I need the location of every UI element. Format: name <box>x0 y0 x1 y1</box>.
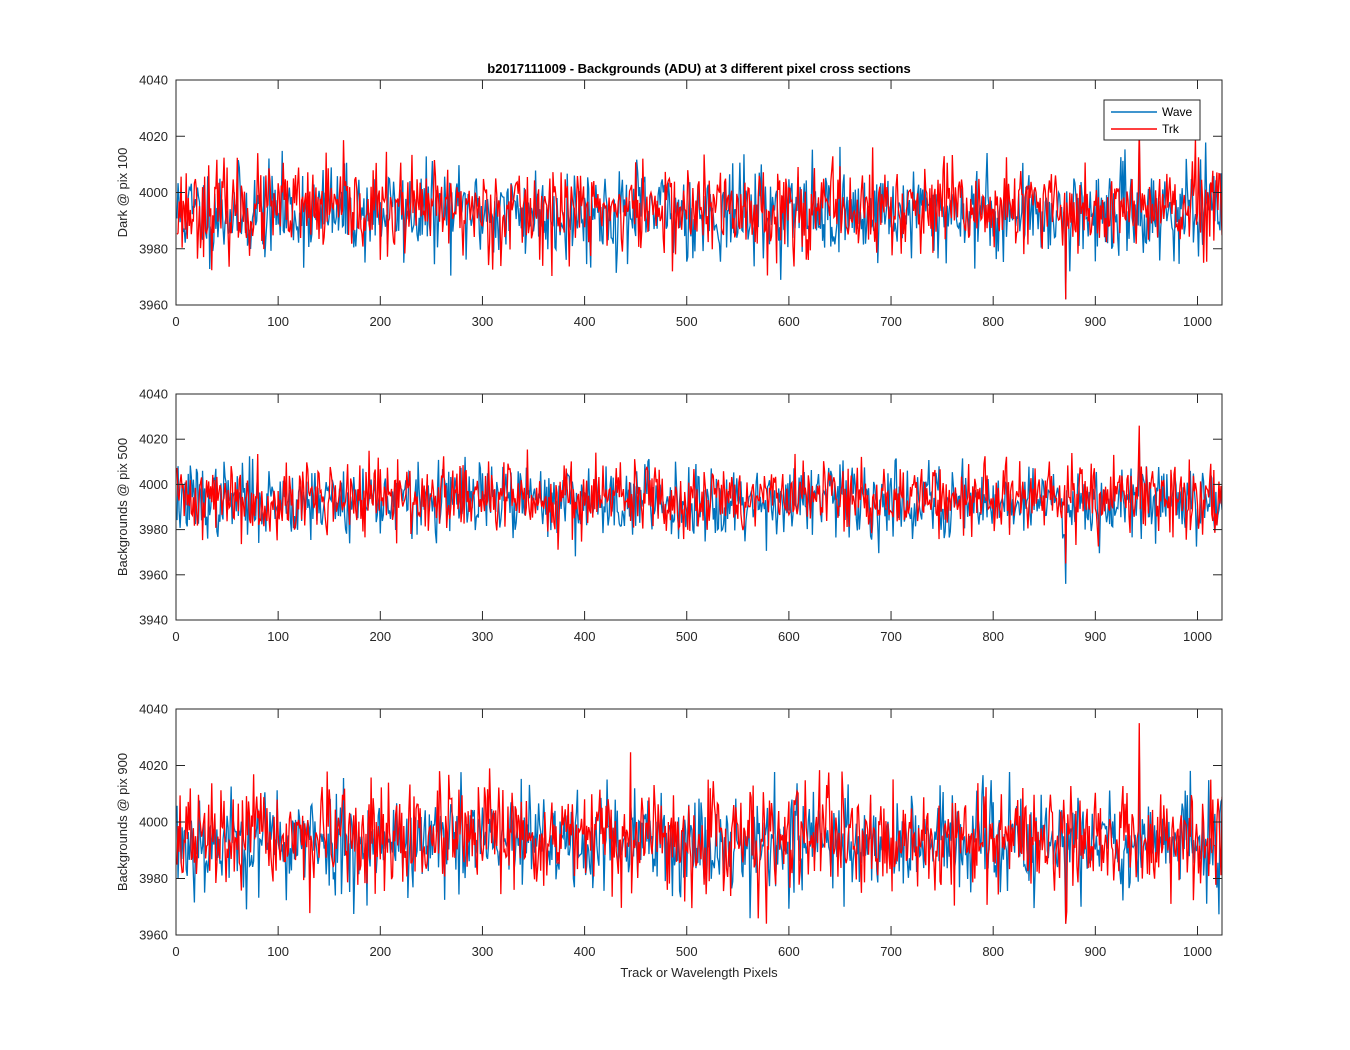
subplot-1: 0 100 200 300 400 500 600 700 800 900 1000 3960 3980… <box>115 73 1223 329</box>
subplot-2: 0 100 200 300 400 500 600 700 800 900 1000 3940 3960… <box>115 387 1223 644</box>
y-tick-label: 3960 <box>139 567 168 582</box>
y-tick-label: 4020 <box>139 432 168 447</box>
x-tick-label: 600 <box>778 314 800 329</box>
y-tick-label: 4040 <box>139 702 168 717</box>
y-tick-label: 3960 <box>139 928 168 943</box>
x-tick-label: 700 <box>880 314 902 329</box>
x-tick-label: 700 <box>880 629 902 644</box>
x-tick-label: 1000 <box>1183 314 1212 329</box>
x-tick-label: 600 <box>778 944 800 959</box>
x-tick-label: 300 <box>472 944 494 959</box>
x-tick-label: 0 <box>172 944 179 959</box>
x-tick-label: 500 <box>676 314 698 329</box>
y-tick-label: 4020 <box>139 129 168 144</box>
series-line-wave <box>176 434 1222 584</box>
x-tick-label: 100 <box>267 314 289 329</box>
y-tick-label: 3960 <box>139 298 168 313</box>
x-tick-label: 700 <box>880 944 902 959</box>
legend-label-wave: Wave <box>1162 105 1193 119</box>
y-tick-label: 4000 <box>139 815 168 830</box>
series-line-trk <box>176 127 1222 300</box>
x-tick-label: 500 <box>676 944 698 959</box>
x-tick-label: 1000 <box>1183 944 1212 959</box>
x-tick-label: 800 <box>982 629 1004 644</box>
x-tick-label: 100 <box>267 629 289 644</box>
y-axis-label: Backgrounds @ pix 500 <box>115 438 130 576</box>
y-tick-label: 4020 <box>139 758 168 773</box>
x-tick-label: 400 <box>574 629 596 644</box>
x-tick-label: 1000 <box>1183 629 1212 644</box>
x-tick-label: 900 <box>1084 314 1106 329</box>
x-axis-label: Track or Wavelength Pixels <box>620 965 778 980</box>
x-tick-label: 200 <box>369 944 391 959</box>
axes-box <box>175 393 1223 621</box>
series-line-trk <box>176 425 1222 564</box>
y-tick-label: 4000 <box>139 185 168 200</box>
x-tick-label: 100 <box>267 944 289 959</box>
y-tick-label: 3980 <box>139 871 168 886</box>
x-tick-label: 500 <box>676 629 698 644</box>
x-tick-label: 300 <box>472 314 494 329</box>
subplots: 0 100 200 300 400 500 600 700 800 900 100039603980… <box>115 73 1223 980</box>
x-tick-label: 200 <box>369 629 391 644</box>
y-tick-label: 3980 <box>139 522 168 537</box>
y-axis-label: Backgrounds @ pix 900 <box>115 753 130 891</box>
x-tick-label: 900 <box>1084 944 1106 959</box>
x-tick-label: 800 <box>982 314 1004 329</box>
x-tick-label: 400 <box>574 944 596 959</box>
x-tick-label: 400 <box>574 314 596 329</box>
x-tick-label: 900 <box>1084 629 1106 644</box>
y-axis-label: Dark @ pix 100 <box>115 148 130 238</box>
series-line-trk <box>176 723 1222 924</box>
chart-title: b2017111009 - Backgrounds (ADU) at 3 dif… <box>487 61 910 76</box>
y-tick-label: 4000 <box>139 477 168 492</box>
y-tick-label: 4040 <box>139 73 168 88</box>
legend-label-trk: Trk <box>1162 122 1180 136</box>
x-tick-label: 0 <box>172 629 179 644</box>
y-tick-label: 4040 <box>139 387 168 402</box>
legend-box <box>1103 99 1201 141</box>
x-tick-label: 800 <box>982 944 1004 959</box>
x-tick-label: 0 <box>172 314 179 329</box>
x-tick-label: 600 <box>778 629 800 644</box>
legend: Wave Trk <box>1103 99 1201 141</box>
y-tick-label: 3980 <box>139 241 168 256</box>
x-tick-label: 200 <box>369 314 391 329</box>
y-tick-label: 3940 <box>139 613 168 628</box>
subplot-3: 0 100 200 300 400 500 600 700 800 900 1000 3960 3980… <box>115 702 1223 980</box>
x-tick-label: 300 <box>472 629 494 644</box>
